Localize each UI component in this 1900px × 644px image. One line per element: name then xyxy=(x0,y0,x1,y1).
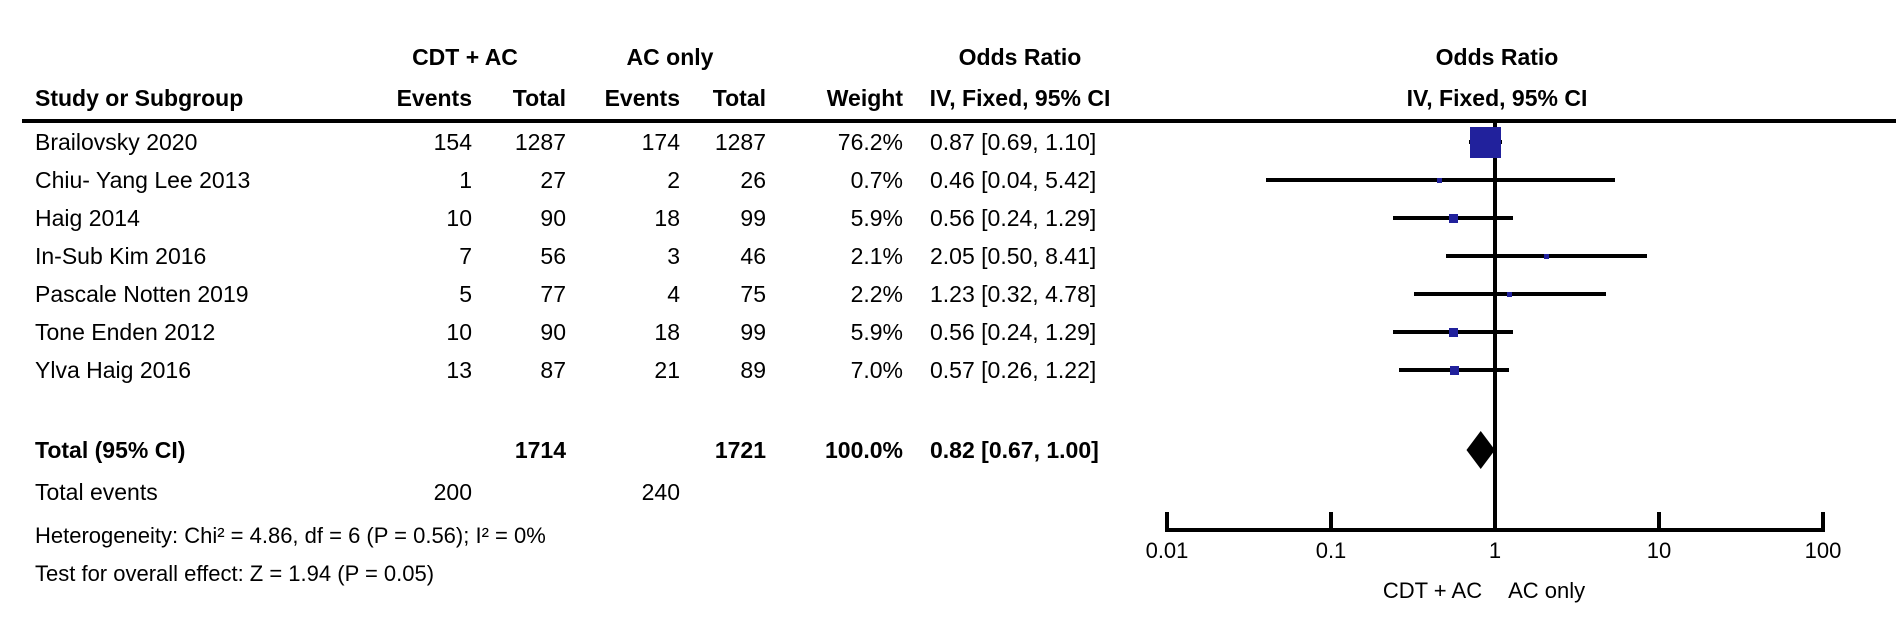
total-ac-cell: 89 xyxy=(740,357,766,383)
events-ac-cell: 4 xyxy=(667,281,680,307)
total-events-ac: 240 xyxy=(641,479,680,505)
col-header-weight: Weight xyxy=(826,85,903,111)
study-name: Pascale Notten 2019 xyxy=(35,281,249,307)
overall-effect-text: Test for overall effect: Z = 1.94 (P = 0… xyxy=(35,561,435,586)
total-cdt-cell: 90 xyxy=(540,319,566,345)
total-ac-cell: 99 xyxy=(740,205,766,231)
or-square-marker xyxy=(1449,327,1459,337)
total-weight: 100.0% xyxy=(824,437,903,463)
weight-cell: 0.7% xyxy=(850,167,903,193)
group-header-cdt-ac: CDT + AC xyxy=(412,44,518,70)
events-ac-cell: 21 xyxy=(654,357,680,383)
x-axis-tick-label: 0.1 xyxy=(1315,538,1347,563)
study-name: Brailovsky 2020 xyxy=(35,129,198,155)
or-ci-cell: 0.56 [0.24, 1.29] xyxy=(930,205,1097,231)
study-name: Chiu- Yang Lee 2013 xyxy=(35,167,251,193)
events-ac-cell: 2 xyxy=(667,167,680,193)
total-ac-total: 1721 xyxy=(714,437,766,463)
total-cdt-total: 1714 xyxy=(514,437,566,463)
total-cdt-cell: 56 xyxy=(540,243,566,269)
or-ci-cell: 2.05 [0.50, 8.41] xyxy=(930,243,1097,269)
favours-labels: CDT + AC AC only xyxy=(1383,578,1585,604)
events-cdt-cell: 10 xyxy=(446,205,472,231)
total-ac-cell: 1287 xyxy=(714,129,766,155)
events-cdt-cell: 7 xyxy=(459,243,472,269)
plot-header-or-ci: IV, Fixed, 95% CI xyxy=(1406,85,1588,111)
total-ac-cell: 26 xyxy=(740,167,766,193)
total-cdt-cell: 27 xyxy=(540,167,566,193)
x-axis-tick xyxy=(1821,512,1825,532)
total-ac-cell: 46 xyxy=(740,243,766,269)
study-name: Ylva Haig 2016 xyxy=(35,357,191,383)
total-cdt-cell: 90 xyxy=(540,205,566,231)
x-axis-tick xyxy=(1493,512,1497,532)
x-axis-tick-label: 10 xyxy=(1646,538,1672,563)
or-column-header-title: Odds Ratio xyxy=(958,44,1082,70)
x-axis-tick xyxy=(1165,512,1169,532)
group-header-ac-only: AC only xyxy=(626,44,714,70)
or-square-marker xyxy=(1449,213,1459,223)
total-events-label: Total events xyxy=(35,479,158,505)
events-ac-cell: 18 xyxy=(654,319,680,345)
pooled-effect-diamond xyxy=(1466,431,1495,469)
or-ci-cell: 1.23 [0.32, 4.78] xyxy=(930,281,1097,307)
or-ci-cell: 0.46 [0.04, 5.42] xyxy=(930,167,1097,193)
x-axis-tick-label: 0.01 xyxy=(1145,538,1189,563)
or-square-marker xyxy=(1507,291,1513,297)
col-header-total-cdt: Total xyxy=(512,85,566,111)
events-cdt-cell: 154 xyxy=(433,129,472,155)
favours-right-label: AC only xyxy=(1508,578,1586,603)
weight-cell: 2.2% xyxy=(850,281,903,307)
events-cdt-cell: 5 xyxy=(459,281,472,307)
or-ci-cell: 0.57 [0.26, 1.22] xyxy=(930,357,1097,383)
or-square-marker xyxy=(1450,365,1460,375)
events-cdt-cell: 13 xyxy=(446,357,472,383)
total-cdt-cell: 1287 xyxy=(514,129,566,155)
total-or-ci: 0.82 [0.67, 1.00] xyxy=(930,437,1099,463)
col-header-events-ac: Events xyxy=(604,85,680,111)
events-ac-cell: 18 xyxy=(654,205,680,231)
col-header-or-ci: IV, Fixed, 95% CI xyxy=(929,85,1111,111)
total-ac-cell: 99 xyxy=(740,319,766,345)
weight-cell: 2.1% xyxy=(850,243,903,269)
total-cdt-cell: 77 xyxy=(540,281,566,307)
or-ci-cell: 0.56 [0.24, 1.29] xyxy=(930,319,1097,345)
total-events-cdt: 200 xyxy=(433,479,472,505)
weight-cell: 76.2% xyxy=(837,129,903,155)
favours-left-label: CDT + AC xyxy=(1382,578,1483,603)
study-name: Tone Enden 2012 xyxy=(35,319,216,345)
heterogeneity-text: Heterogeneity: Chi² = 4.86, df = 6 (P = … xyxy=(35,523,546,548)
events-ac-cell: 3 xyxy=(667,243,680,269)
null-effect-line xyxy=(1493,123,1497,530)
x-axis-tick xyxy=(1657,512,1661,532)
total-row-label: Total (95% CI) xyxy=(35,437,186,463)
events-cdt-cell: 10 xyxy=(446,319,472,345)
plot-header-title: Odds Ratio xyxy=(1435,44,1559,70)
x-axis-tick-label: 1 xyxy=(1488,538,1502,563)
or-square-marker xyxy=(1437,177,1443,183)
or-square-marker xyxy=(1543,253,1549,259)
or-square-marker xyxy=(1469,126,1501,158)
x-axis-tick-label: 100 xyxy=(1804,538,1842,563)
col-header-events-cdt: Events xyxy=(396,85,472,111)
weight-cell: 7.0% xyxy=(850,357,903,383)
total-ac-cell: 75 xyxy=(740,281,766,307)
study-name: Haig 2014 xyxy=(35,205,140,231)
events-ac-cell: 174 xyxy=(641,129,680,155)
or-ci-cell: 0.87 [0.69, 1.10] xyxy=(930,129,1097,155)
weight-cell: 5.9% xyxy=(850,319,903,345)
events-cdt-cell: 1 xyxy=(459,167,472,193)
weight-cell: 5.9% xyxy=(850,205,903,231)
col-header-study: Study or Subgroup xyxy=(35,85,244,111)
x-axis-tick xyxy=(1329,512,1333,532)
header-underline xyxy=(22,119,1896,123)
total-cdt-cell: 87 xyxy=(540,357,566,383)
col-header-total-ac: Total xyxy=(712,85,766,111)
study-name: In-Sub Kim 2016 xyxy=(35,243,207,269)
